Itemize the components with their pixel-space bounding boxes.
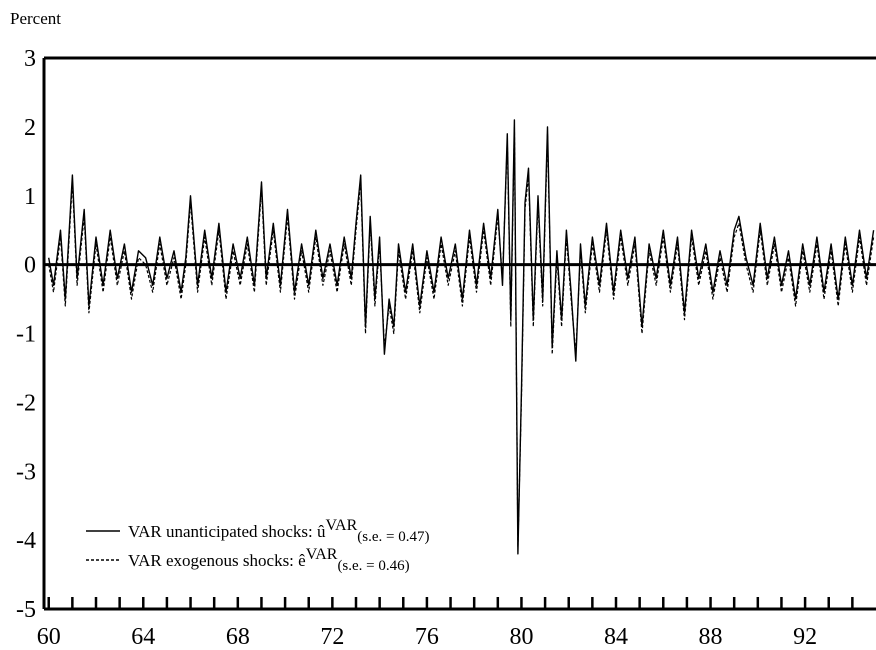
y-axis: 3 2 1 0 -1 -2 -3 -4 -5: [16, 46, 36, 623]
y-tick-label: 3: [24, 46, 36, 72]
y-tick-label: -2: [16, 390, 36, 416]
y-tick-label: -3: [16, 459, 36, 485]
legend-subscript: (s.e. = 0.46): [337, 558, 409, 574]
y-tick-label: -5: [16, 597, 36, 623]
y-tick-label: 2: [24, 115, 36, 141]
series-unanticipated-line: [48, 119, 875, 555]
legend-label: VAR unanticipated shocks:: [128, 522, 317, 541]
legend-symbol: ê: [298, 551, 306, 570]
x-tick-label: 72: [320, 624, 344, 650]
x-tick-label: 76: [415, 624, 439, 650]
plot-area: [42, 56, 876, 611]
legend-superscript: VAR: [306, 546, 338, 563]
legend-superscript: VAR: [326, 517, 358, 534]
y-tick-label: 1: [24, 184, 36, 210]
x-tick-label: 64: [131, 624, 155, 650]
y-tick-label: -4: [16, 528, 36, 554]
legend-entry: VAR exogenous shocks: êVAR(s.e. = 0.46): [128, 546, 410, 574]
legend-symbol: û: [317, 522, 326, 541]
legend-entry: VAR unanticipated shocks: ûVAR(s.e. = 0.…: [128, 517, 429, 545]
x-tick-label: 88: [699, 624, 723, 650]
x-tick-label: 68: [226, 624, 250, 650]
x-tick-label: 84: [604, 624, 628, 650]
legend-subscript: (s.e. = 0.47): [357, 529, 429, 545]
legend-label: VAR exogenous shocks:: [128, 551, 298, 570]
x-tick-label: 80: [509, 624, 533, 650]
x-tick-label: 60: [37, 624, 61, 650]
series-layer: [48, 119, 875, 555]
y-axis-label: Percent: [10, 9, 61, 28]
x-axis: 60 64 68 72 76 80 84 88 92: [37, 597, 854, 650]
legend: VAR unanticipated shocks: ûVAR(s.e. = 0.…: [86, 517, 429, 574]
y-tick-label: 0: [24, 253, 36, 279]
x-tick-label: 92: [793, 624, 817, 650]
series-exogenous-line: [48, 126, 875, 548]
y-tick-label: -1: [16, 322, 36, 348]
